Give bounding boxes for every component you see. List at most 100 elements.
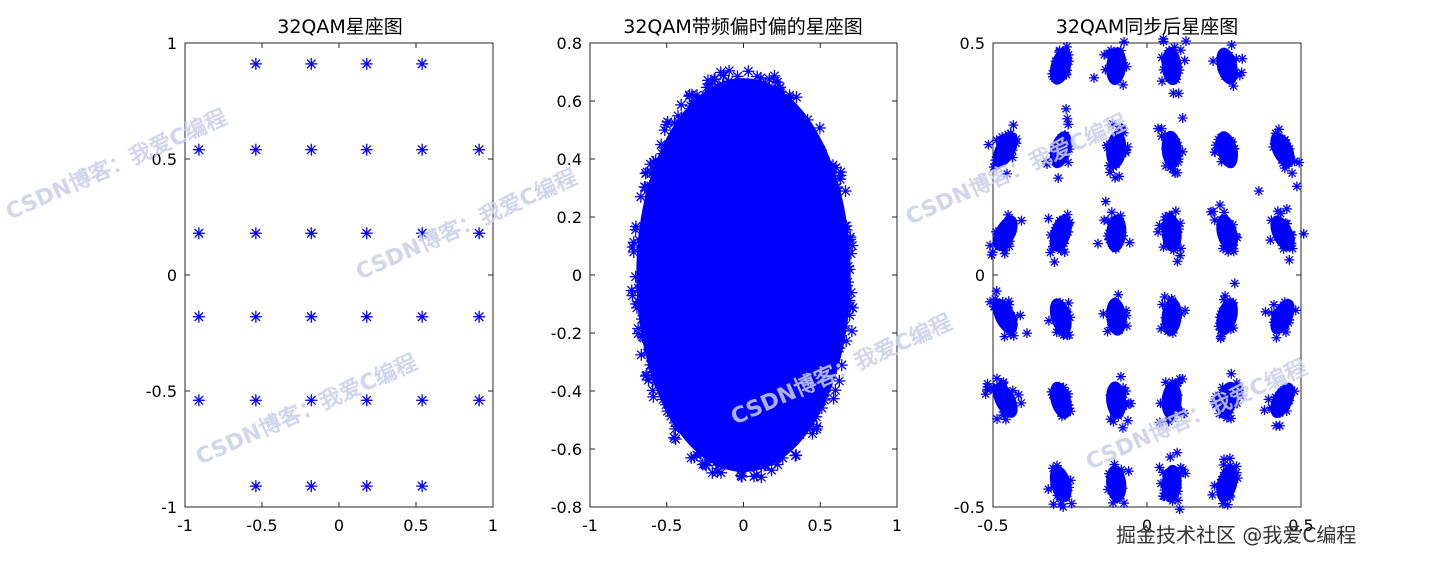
cluster-point [1054,215,1065,226]
cluster-point [1216,325,1227,336]
cluster-point [1284,254,1295,265]
cluster-point [1061,491,1072,502]
cluster-point [1049,256,1060,267]
cluster-point [1214,481,1225,492]
noisy-point [668,116,681,129]
x-tick-label: 1 [892,516,902,535]
constellation-point [305,310,318,323]
cluster-point [1048,241,1059,252]
noisy-point [838,319,851,332]
symbol-cluster [1156,291,1190,338]
x-tick-label: -1 [582,516,598,535]
constellation-point [305,57,318,70]
symbol-cluster [1103,459,1134,509]
cluster-point [1111,466,1122,477]
cluster-point [1114,387,1125,398]
cluster-point [1113,289,1124,300]
cluster-point [1015,310,1026,321]
noisy-point [814,144,827,157]
noisy-point [721,451,734,464]
cluster-point [1060,402,1071,413]
symbol-cluster [983,120,1022,179]
cluster-point [1102,215,1113,226]
constellation-point [473,143,486,156]
cluster-point [1119,498,1130,509]
cluster-point [1168,88,1179,99]
cluster-point [1223,391,1234,402]
noisy-point [711,465,724,478]
cluster-point [1294,157,1305,168]
constellation-point [305,143,318,156]
cluster-point [1218,243,1229,254]
symbol-cluster [1154,373,1189,428]
cluster-point [1055,59,1066,70]
cluster-point [1116,122,1127,133]
cluster-point [1167,377,1178,388]
cluster-point [1102,231,1113,242]
cluster-point [1165,61,1176,72]
cluster-point [1060,130,1071,141]
noisy-point [771,76,784,89]
symbol-cluster [1208,40,1248,92]
cluster-point [997,391,1008,402]
cluster-point [1289,386,1300,397]
cluster-point [1118,230,1129,241]
y-tick-label: -0.8 [551,498,582,517]
cluster-point [1220,383,1231,394]
constellation-point [473,227,486,240]
cluster-point [1169,485,1180,496]
constellation-point [249,394,262,407]
y-tick-label: 0.5 [152,150,177,169]
cluster-point [1279,163,1290,174]
noisy-point [643,201,656,214]
noisy-point [650,179,663,192]
cluster-point [1278,323,1289,334]
constellation-point [416,480,429,493]
noisy-point [692,95,705,108]
cluster-point [1284,300,1295,311]
cluster-point [1161,144,1172,155]
cluster-point [1163,68,1174,79]
noisy-point [683,89,696,102]
cluster-point [1056,221,1067,232]
symbol-cluster [1152,113,1188,178]
cluster-point [1104,48,1115,59]
noisy-point [740,459,753,472]
cluster-point [1013,389,1024,400]
cluster-point [1002,168,1013,179]
cluster-point [985,240,996,251]
cluster-point [1055,245,1066,256]
cluster-point [1213,134,1224,145]
cluster-point [998,304,1009,315]
constellation-point [360,394,373,407]
cluster-point [1228,323,1239,334]
cluster-point [1064,217,1075,228]
noisy-point [660,118,673,131]
symbol-cluster [1105,371,1136,433]
noisy-point [836,241,849,254]
noisy-point [767,446,780,459]
cluster-point [1111,159,1122,170]
cluster-point [1237,53,1248,64]
cluster-point [1156,478,1167,489]
noisy-point [684,99,697,112]
y-tick-label: -0.4 [551,382,582,401]
cluster-point [1059,46,1070,57]
cluster-point [1002,400,1013,411]
cluster-point [1058,501,1069,512]
y-tick-label: -0.5 [146,382,177,401]
cluster-point [1172,140,1183,151]
cluster-point [1172,447,1183,458]
cluster-point [1229,278,1240,289]
cluster-point [1008,120,1019,131]
cluster-point [991,135,1002,146]
cluster-point [1000,414,1011,425]
cluster-point [1281,203,1292,214]
noisy-point [683,112,696,125]
noisy-point [717,69,730,82]
symbol-cluster [1089,36,1132,90]
chart-title: 32QAM星座图 [277,16,403,38]
cluster-point [1112,314,1123,325]
cluster-point [997,384,1008,395]
